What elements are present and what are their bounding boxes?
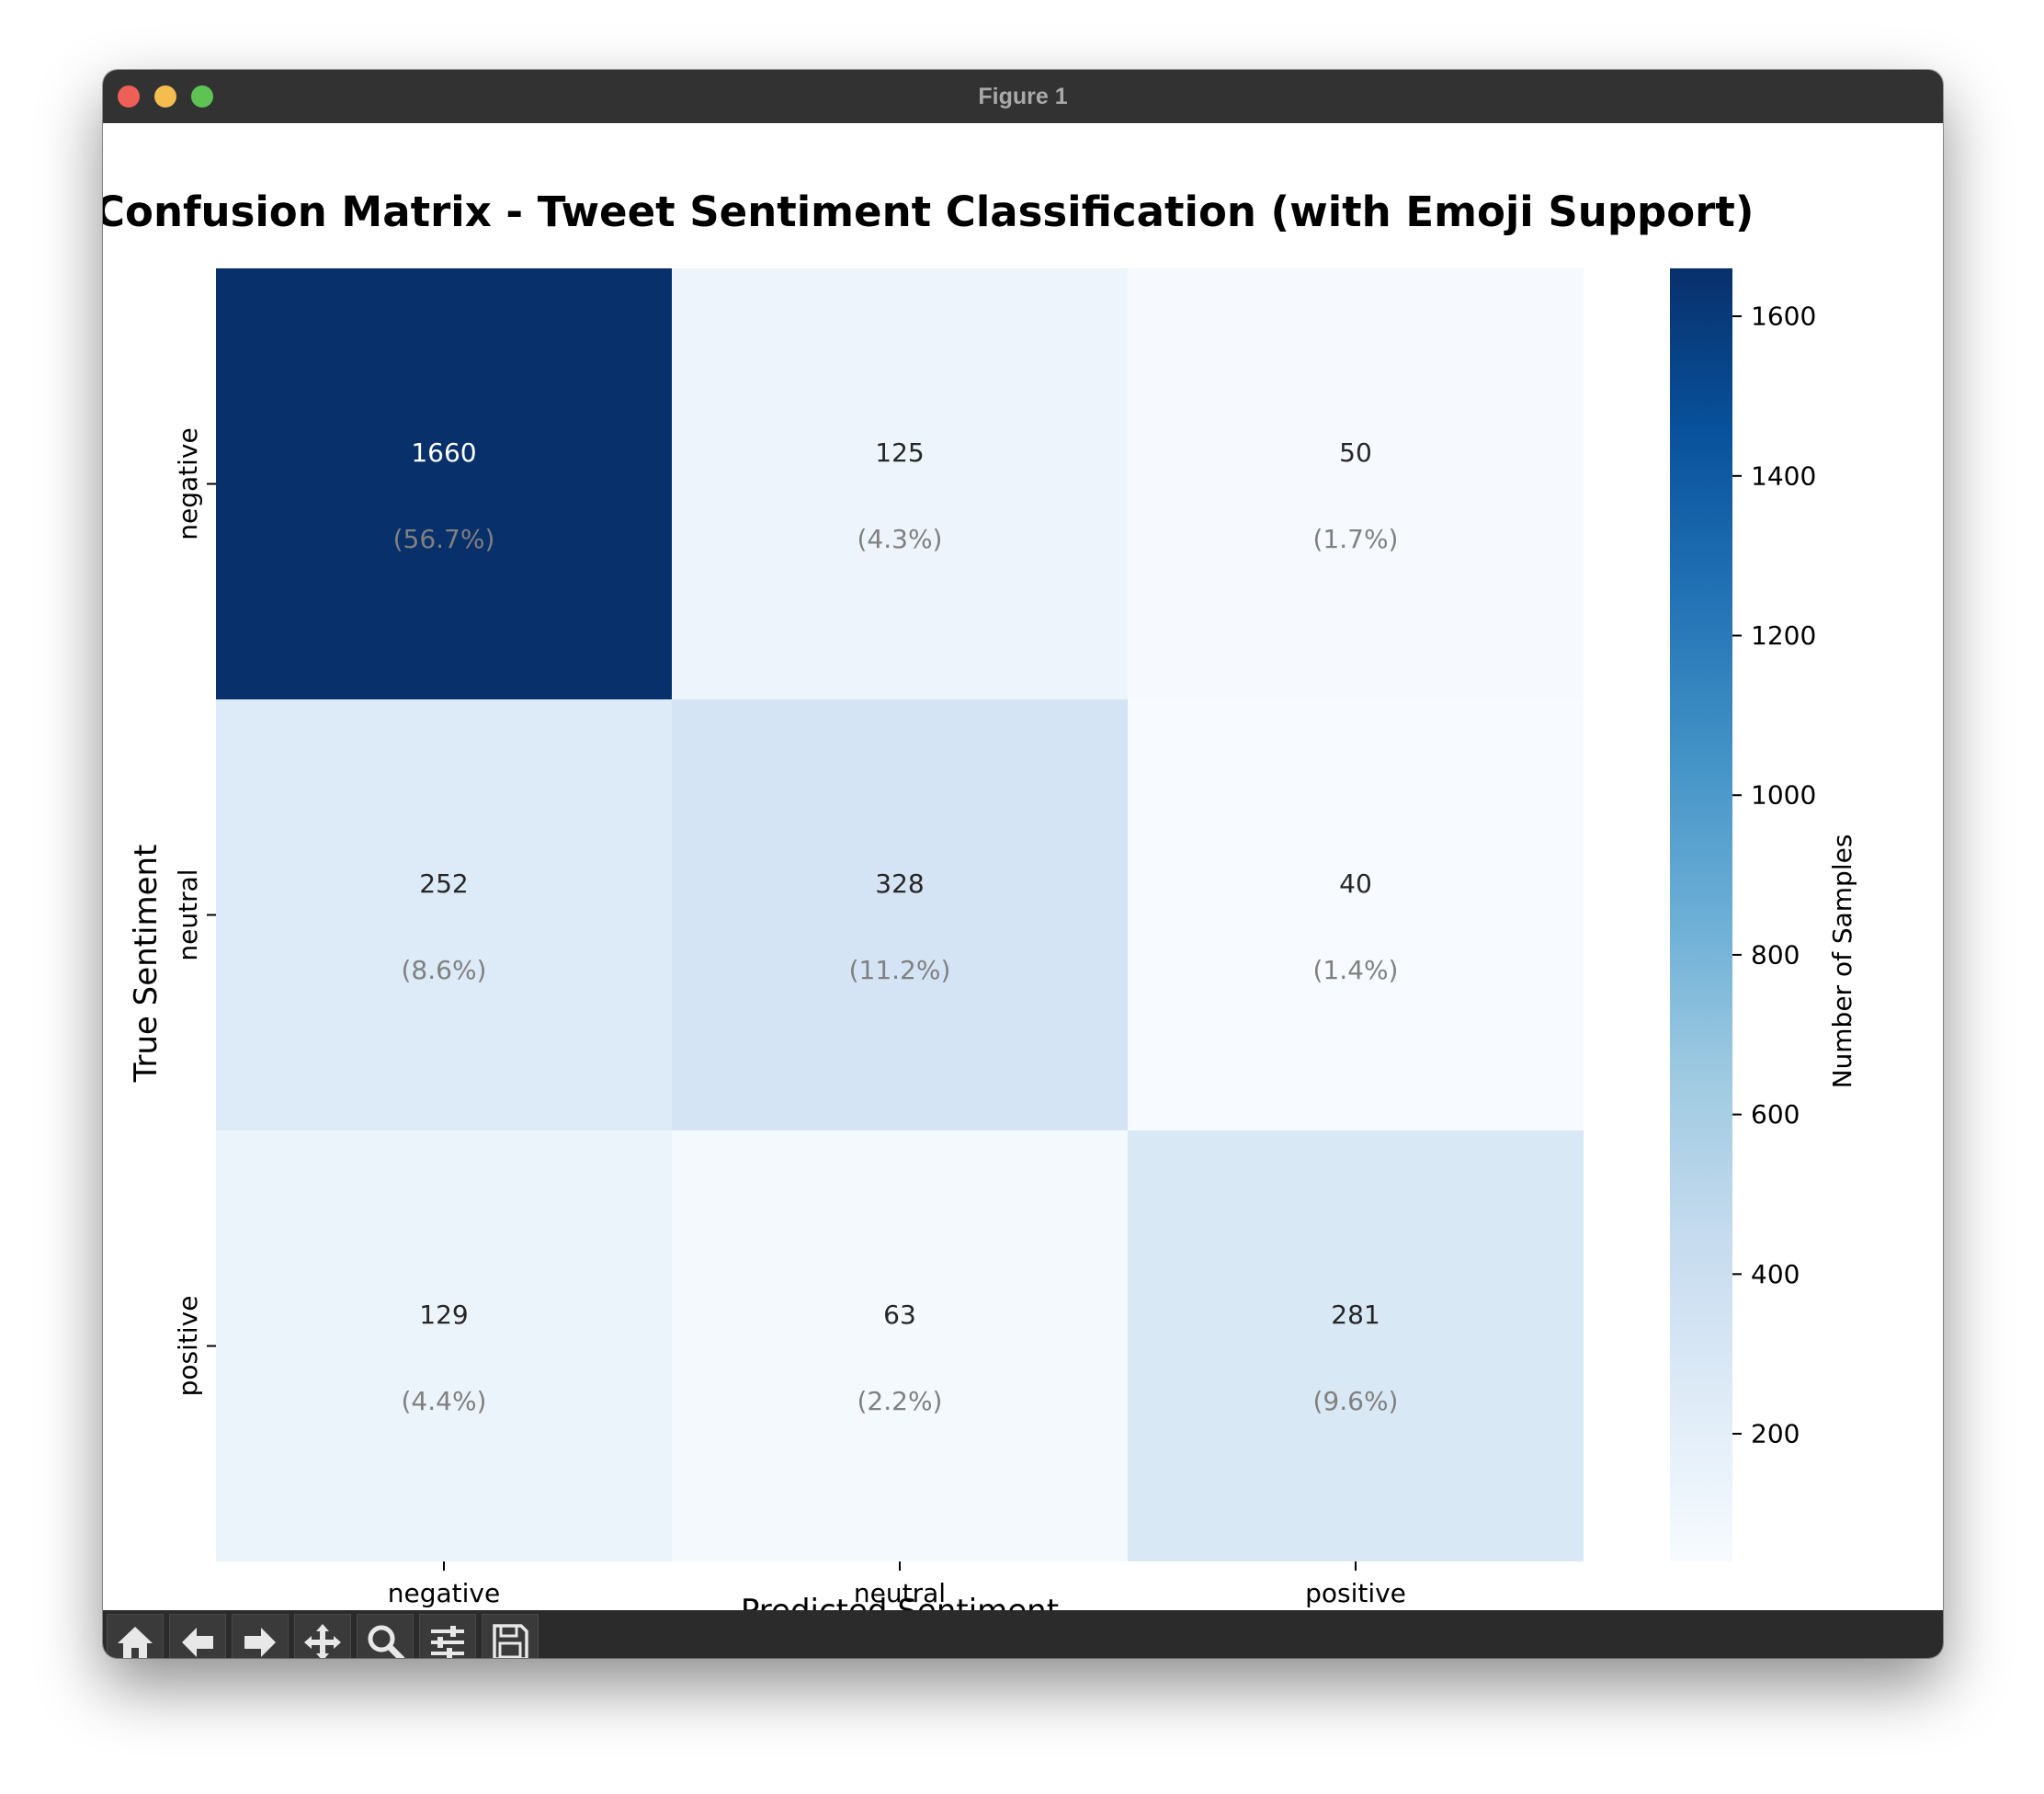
cell-count-label: 252 <box>419 869 468 899</box>
colorbar-tick-label: 1600 <box>1751 301 1816 332</box>
home-icon <box>118 1627 153 1658</box>
minimize-window-button[interactable] <box>154 85 176 108</box>
y-tick-label: negative <box>173 427 203 539</box>
navigation-toolbar <box>103 1610 1943 1658</box>
floppy-disk-icon <box>493 1624 528 1658</box>
heatmap-cell <box>672 1130 1128 1561</box>
cell-percent-label: (8.6%) <box>402 955 487 985</box>
cell-count-label: 328 <box>875 869 924 899</box>
maximize-window-button[interactable] <box>191 85 213 108</box>
heatmap-cell <box>672 699 1128 1130</box>
arrow-right-icon <box>244 1628 276 1657</box>
colorbar-label: Number of Samples <box>1827 835 1857 1089</box>
cell-count-label: 129 <box>419 1300 468 1330</box>
cell-percent-label: (1.7%) <box>1313 524 1399 554</box>
heatmap-cell <box>216 699 672 1130</box>
y-axis-label: True Sentiment <box>128 845 165 1084</box>
figure-canvas: 1660 (56.7%) 125 (4.3%) 50 (1.7%) 252 (8.6%) 328… <box>103 123 1943 1658</box>
axes: negative neutral positive negative neutral po… <box>173 427 1406 1608</box>
back-button[interactable] <box>169 1614 226 1658</box>
home-button[interactable] <box>107 1614 164 1658</box>
cell-percent-label: (56.7%) <box>393 524 495 554</box>
magnifier-icon <box>368 1625 405 1658</box>
x-tick-label: neutral <box>854 1578 946 1608</box>
colorbar-tick-label: 1200 <box>1751 620 1816 651</box>
cell-count-label: 50 <box>1339 437 1372 468</box>
colorbar-tick-label: 600 <box>1751 1099 1800 1130</box>
x-tick-label: positive <box>1305 1578 1406 1608</box>
colorbar-tick-label: 200 <box>1751 1419 1800 1449</box>
cell-count-label: 125 <box>875 437 924 468</box>
x-axis-label: Predicted Sentiment <box>741 1593 1059 1612</box>
cell-percent-label: (9.6%) <box>1313 1386 1399 1416</box>
heatmap-cell <box>216 268 672 699</box>
confusion-matrix-chart: 1660 (56.7%) 125 (4.3%) 50 (1.7%) 252 (8.6%) 328… <box>103 187 1857 1612</box>
colorbar-tick-label: 1400 <box>1751 460 1816 491</box>
move-icon <box>304 1624 341 1658</box>
forward-button[interactable] <box>232 1614 289 1658</box>
save-button[interactable] <box>482 1614 539 1658</box>
cell-labels: 1660 (56.7%) 125 (4.3%) 50 (1.7%) 252 (8.6%) 328… <box>393 437 1399 1416</box>
cell-count-label: 281 <box>1331 1300 1380 1330</box>
window-title: Figure 1 <box>978 84 1068 109</box>
cell-count-label: 40 <box>1339 869 1372 899</box>
heatmap-cell <box>1128 699 1584 1130</box>
chart-title: Confusion Matrix - Tweet Sentiment Class… <box>103 187 1754 236</box>
figure-window: Figure 1 1660 (56.7%) 125 (4.3%) 50 (1.7%) 252… <box>103 70 1943 1658</box>
heatmap-cell <box>1128 1130 1584 1561</box>
cell-count-label: 63 <box>883 1300 916 1330</box>
colorbar-tick-label: 1000 <box>1751 780 1816 811</box>
y-tick-label: positive <box>173 1296 203 1397</box>
cell-percent-label: (2.2%) <box>857 1386 943 1416</box>
close-window-button[interactable] <box>118 85 140 108</box>
arrow-left-icon <box>182 1628 213 1657</box>
heatmap-cell <box>1128 268 1584 699</box>
configure-subplots-button[interactable] <box>419 1614 476 1658</box>
heatmap-cells <box>216 268 1584 1561</box>
cell-count-label: 1660 <box>411 437 476 468</box>
cell-percent-label: (4.4%) <box>402 1386 487 1416</box>
y-tick-label: neutral <box>173 869 203 960</box>
zoom-button[interactable] <box>357 1614 414 1658</box>
pan-button[interactable] <box>294 1614 351 1658</box>
cell-percent-label: (1.4%) <box>1313 955 1399 985</box>
heatmap-cell <box>672 268 1128 699</box>
heatmap-cell <box>216 1130 672 1561</box>
colorbar-gradient <box>1670 268 1732 1561</box>
x-tick-label: negative <box>388 1578 500 1608</box>
colorbar-tick-label: 400 <box>1751 1259 1800 1289</box>
colorbar-tick-label: 800 <box>1751 939 1800 970</box>
colorbar: 200 400 600 800 1000 1200 1400 1600 <box>1670 268 1816 1561</box>
cell-percent-label: (11.2%) <box>849 955 951 985</box>
cell-percent-label: (4.3%) <box>857 524 943 554</box>
sliders-icon <box>431 1626 464 1658</box>
title-bar[interactable]: Figure 1 <box>103 70 1943 124</box>
